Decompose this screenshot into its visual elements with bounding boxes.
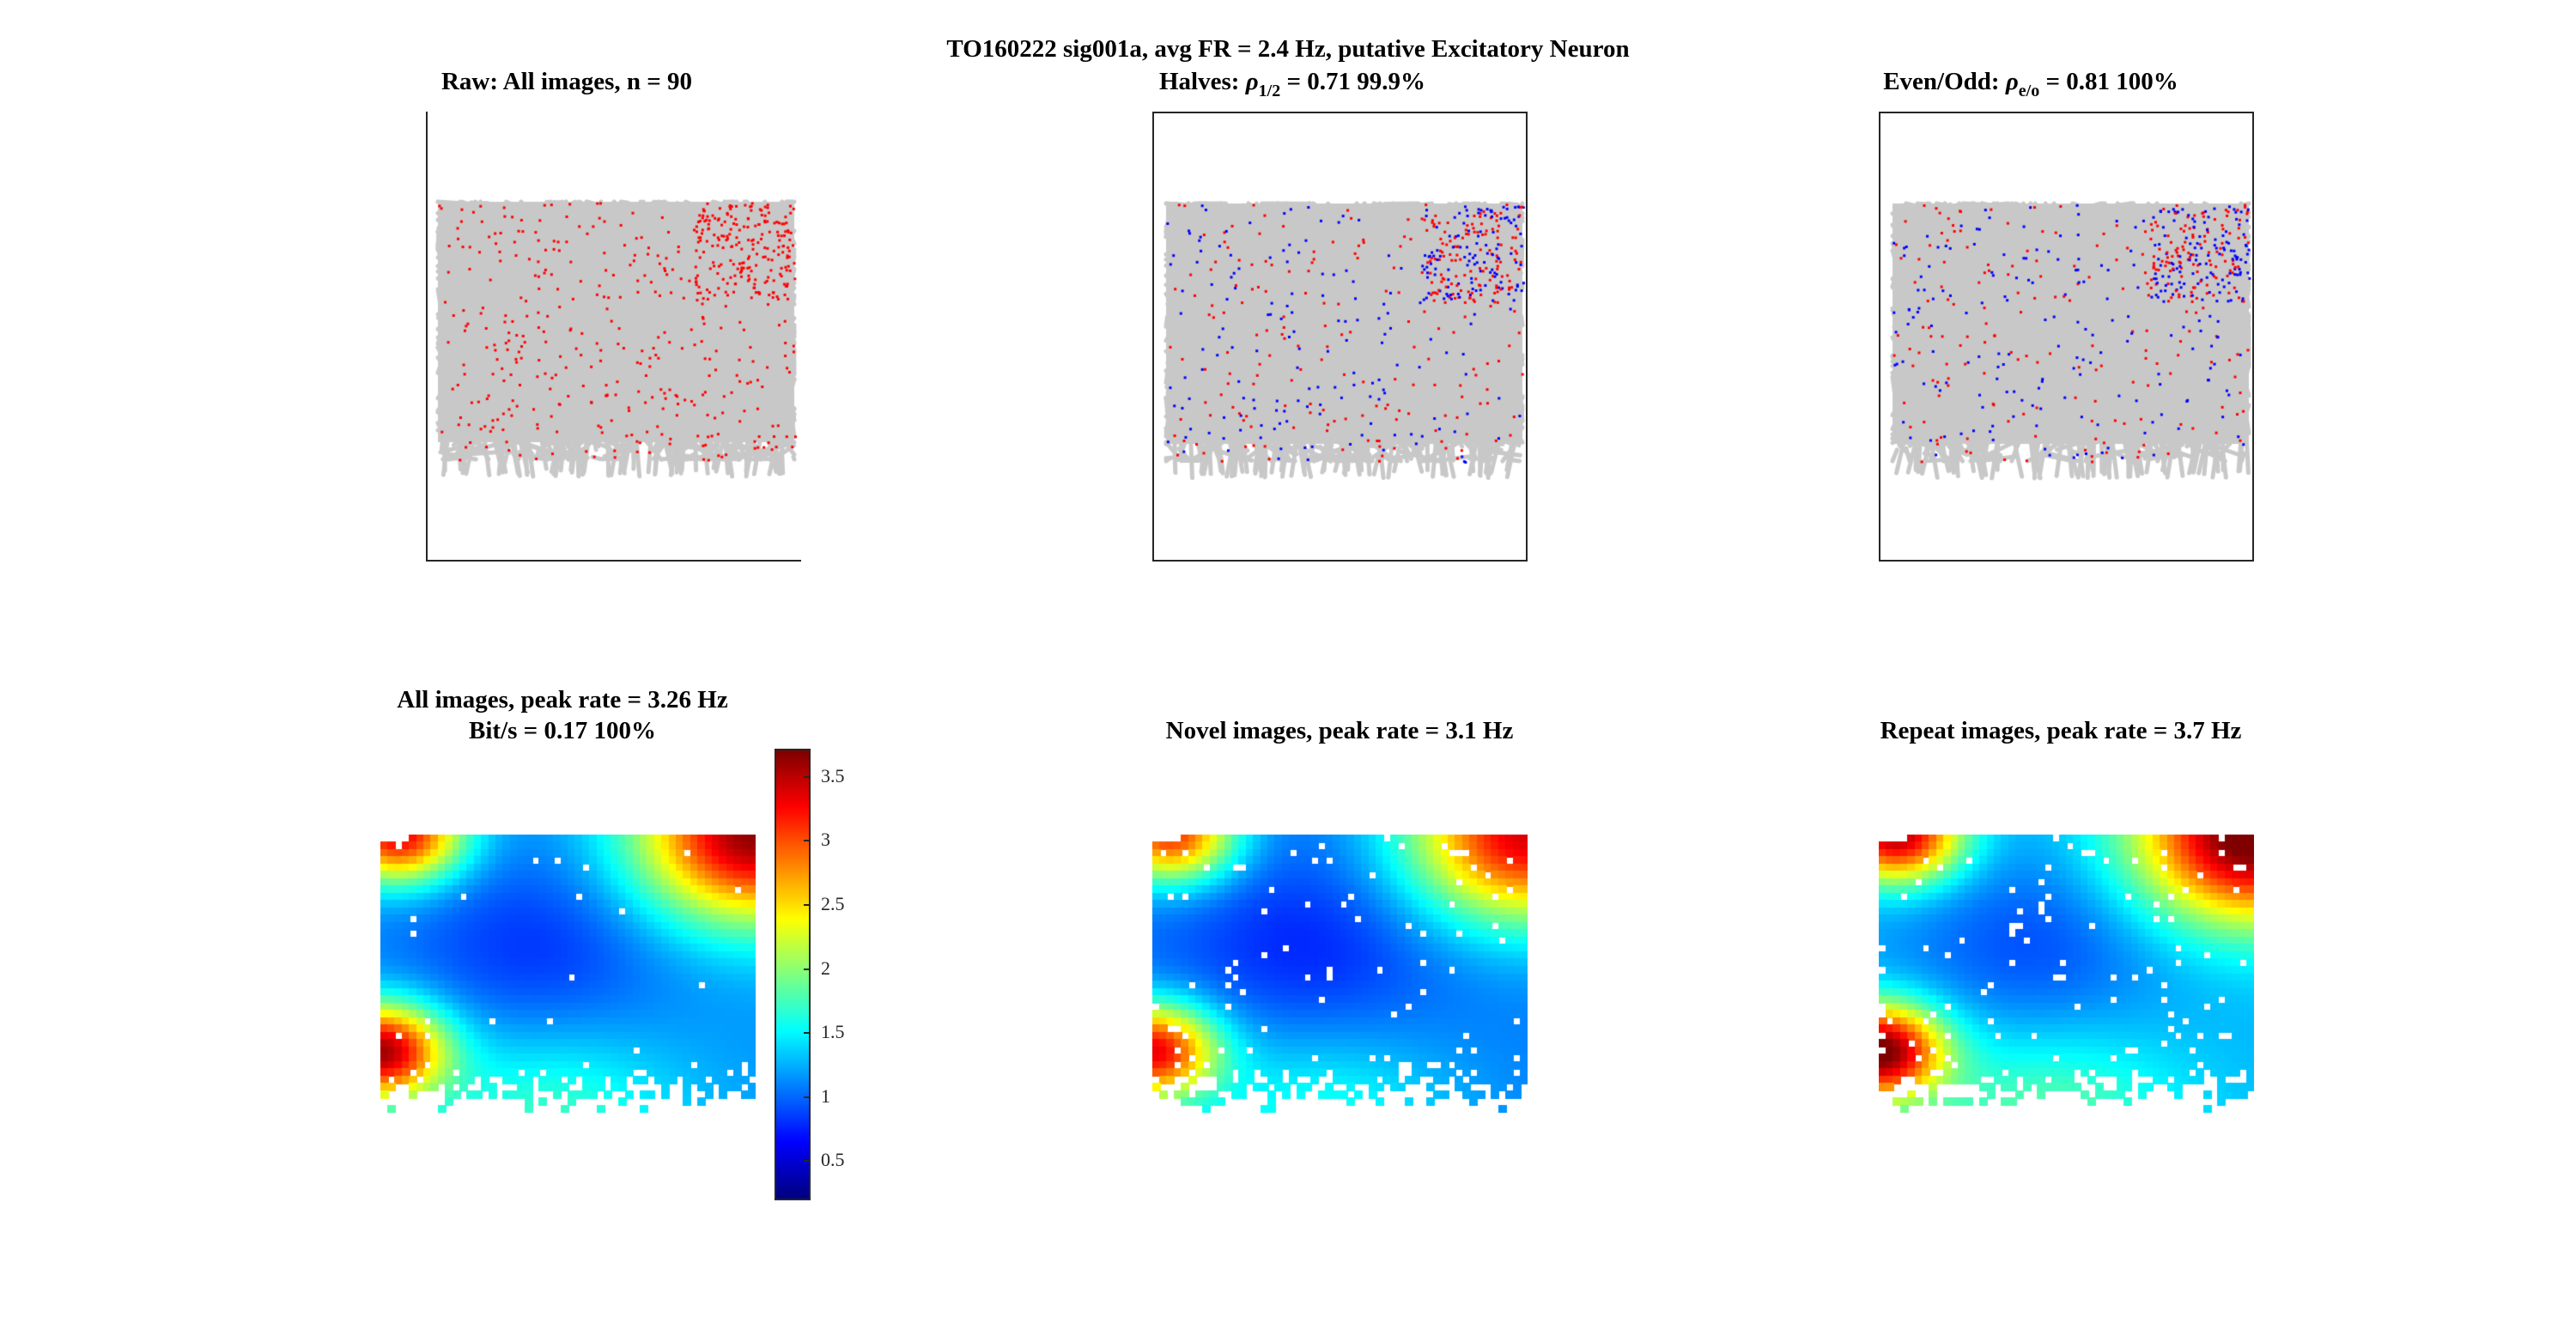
all-heatmap-title-line1: All images, peak rate = 3.26 Hz <box>397 686 728 714</box>
colorbar-tick-label: 3 <box>821 829 830 851</box>
colorbar-tick-label: 2.5 <box>821 892 845 914</box>
colorbar-tick-mark <box>804 968 811 970</box>
novel-heatmap-title: Novel images, peak rate = 3.1 Hz <box>1165 717 1514 744</box>
evenodd-scatter-axes <box>1879 112 2254 562</box>
colorbar-tick-mark <box>804 903 811 906</box>
halves-scanpath-plot <box>1154 113 1526 560</box>
halves-panel-title: Halves: ρ1/2 = 0.71 99.9% <box>1091 67 1494 106</box>
raw-scanpath-plot <box>426 112 801 562</box>
colorbar-gradient <box>776 750 809 1199</box>
colorbar-tick-label: 2 <box>821 956 830 979</box>
all-images-rate-map <box>380 835 756 1113</box>
halves-rho-subscript: 1/2 <box>1258 82 1281 100</box>
halves-rho-symbol: ρ <box>1245 68 1259 95</box>
evenodd-rho-subscript: e/o <box>2018 82 2040 100</box>
colorbar-tick-mark <box>804 1160 811 1163</box>
colorbar-tick-mark <box>804 775 811 778</box>
all-heatmap-title-line2: Bit/s = 0.17 100% <box>469 717 656 744</box>
colorbar-tick-mark <box>804 840 811 842</box>
colorbar-tick-mark <box>804 1096 811 1098</box>
colorbar-tick-label: 3.5 <box>821 764 845 786</box>
repeat-heatmap-title: Repeat images, peak rate = 3.7 Hz <box>1880 717 2242 744</box>
halves-scatter-axes <box>1152 112 1528 562</box>
halves-title-prefix: Halves: <box>1159 68 1246 95</box>
colorbar <box>775 749 811 1200</box>
novel-images-rate-map <box>1152 835 1528 1113</box>
evenodd-title-prefix: Even/Odd: <box>1883 68 2006 95</box>
evenodd-panel-title: Even/Odd: ρe/o = 0.81 100% <box>1829 67 2233 106</box>
evenodd-scanpath-plot <box>1880 113 2252 560</box>
raw-scatter-axes <box>426 112 801 562</box>
colorbar-tick-label: 1 <box>821 1084 830 1107</box>
repeat-images-rate-map <box>1879 835 2254 1113</box>
colorbar-tick-label: 1.5 <box>821 1021 845 1043</box>
evenodd-title-suffix: = 0.81 100% <box>2039 68 2178 95</box>
halves-title-suffix: = 0.71 99.9% <box>1280 68 1425 95</box>
raw-panel-title: Raw: All images, n = 90 <box>440 68 693 95</box>
figure-suptitle: TO160222 sig001a, avg FR = 2.4 Hz, putat… <box>946 35 1630 63</box>
colorbar-tick-mark <box>804 1032 811 1035</box>
evenodd-rho-symbol: ρ <box>2005 68 2019 95</box>
colorbar-tick-label: 0.5 <box>821 1149 845 1171</box>
